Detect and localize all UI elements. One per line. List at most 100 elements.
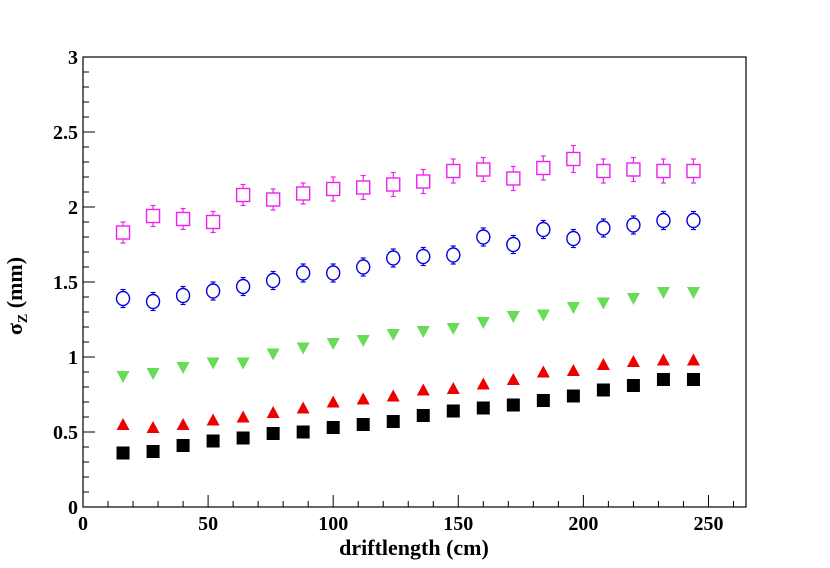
data-point bbox=[295, 186, 311, 201]
data-point bbox=[596, 358, 610, 370]
data-point bbox=[325, 265, 341, 281]
data-point bbox=[206, 357, 220, 370]
data-point bbox=[656, 373, 670, 386]
data-point bbox=[116, 418, 130, 430]
y-tick-label: 1 bbox=[68, 347, 78, 369]
y-tick-label: 0.5 bbox=[53, 422, 78, 444]
data-point bbox=[446, 404, 460, 418]
x-axis-label: driftlength (cm) bbox=[339, 535, 489, 560]
x-tick-label: 200 bbox=[568, 513, 598, 535]
data-point bbox=[416, 248, 431, 265]
data-point bbox=[596, 297, 610, 310]
data-point bbox=[146, 368, 160, 380]
y-tick-label: 0 bbox=[68, 497, 78, 519]
data-point bbox=[145, 208, 161, 224]
data-point bbox=[265, 192, 281, 207]
y-tick-label: 2.5 bbox=[53, 122, 78, 144]
data-point bbox=[416, 174, 431, 189]
data-point bbox=[476, 401, 490, 415]
data-point bbox=[116, 371, 130, 383]
data-point bbox=[206, 413, 220, 426]
data-point bbox=[506, 236, 521, 253]
series-filled-square bbox=[116, 373, 700, 460]
data-point bbox=[146, 445, 160, 458]
y-axis-label-main: σ bbox=[2, 323, 27, 335]
data-point bbox=[686, 212, 701, 229]
data-point bbox=[446, 163, 461, 179]
data-point bbox=[686, 353, 700, 366]
data-point bbox=[146, 421, 160, 433]
data-point bbox=[175, 211, 191, 227]
y-axis-label-unit: (mm) bbox=[2, 257, 27, 314]
data-point bbox=[115, 290, 131, 307]
data-point bbox=[115, 225, 131, 240]
data-point bbox=[506, 373, 520, 385]
data-point bbox=[536, 309, 550, 322]
y-tick-label: 1.5 bbox=[53, 272, 78, 294]
data-point bbox=[446, 382, 460, 394]
x-tick-label: 250 bbox=[693, 513, 723, 535]
data-point bbox=[175, 287, 191, 304]
data-point bbox=[356, 180, 371, 195]
data-point bbox=[566, 364, 580, 376]
y-axis-label-sub: Z bbox=[16, 314, 31, 323]
data-point bbox=[386, 389, 400, 402]
y-tick-label: 3 bbox=[68, 47, 78, 69]
data-point bbox=[476, 377, 490, 390]
data-point bbox=[626, 293, 640, 305]
data-point bbox=[566, 389, 580, 403]
series-filled-triangle-up bbox=[116, 353, 700, 433]
data-point bbox=[356, 259, 371, 275]
data-point bbox=[236, 357, 250, 370]
data-point bbox=[295, 265, 311, 281]
series-open-square bbox=[115, 144, 701, 244]
data-point bbox=[656, 353, 670, 366]
data-point bbox=[116, 446, 130, 460]
data-point bbox=[416, 383, 430, 396]
data-point bbox=[235, 278, 251, 295]
data-point bbox=[686, 373, 700, 386]
data-point bbox=[596, 383, 610, 397]
data-point bbox=[476, 317, 490, 329]
data-point bbox=[176, 439, 190, 452]
data-point bbox=[476, 229, 491, 245]
data-point bbox=[656, 212, 671, 229]
data-point bbox=[596, 220, 611, 236]
data-point bbox=[236, 431, 250, 445]
data-point bbox=[416, 409, 430, 422]
data-point bbox=[476, 162, 491, 177]
data-point bbox=[596, 163, 611, 179]
data-point bbox=[265, 272, 281, 289]
data-point bbox=[296, 401, 310, 414]
data-point bbox=[145, 293, 161, 310]
x-tick-label: 50 bbox=[198, 513, 218, 535]
data-point bbox=[326, 338, 340, 350]
data-point bbox=[536, 394, 550, 407]
data-point bbox=[386, 250, 401, 266]
data-point bbox=[446, 247, 461, 263]
data-point bbox=[446, 323, 460, 335]
data-point bbox=[356, 418, 370, 431]
data-point bbox=[205, 214, 221, 230]
data-point bbox=[686, 163, 701, 179]
data-point bbox=[386, 177, 401, 192]
data-point bbox=[536, 221, 551, 238]
x-tick-label: 0 bbox=[78, 513, 88, 535]
data-point bbox=[235, 187, 251, 203]
data-point bbox=[236, 410, 250, 423]
series-open-circle bbox=[115, 210, 701, 312]
data-point bbox=[566, 230, 581, 247]
data-point bbox=[206, 434, 220, 448]
data-point bbox=[626, 355, 640, 367]
data-point bbox=[356, 335, 370, 347]
y-tick-label: 2 bbox=[68, 197, 78, 219]
data-point bbox=[626, 379, 640, 392]
data-point bbox=[416, 326, 430, 338]
data-point bbox=[656, 287, 670, 299]
data-point bbox=[536, 365, 550, 378]
data-point bbox=[205, 283, 221, 299]
data-point bbox=[356, 392, 370, 405]
data-point bbox=[506, 171, 521, 186]
